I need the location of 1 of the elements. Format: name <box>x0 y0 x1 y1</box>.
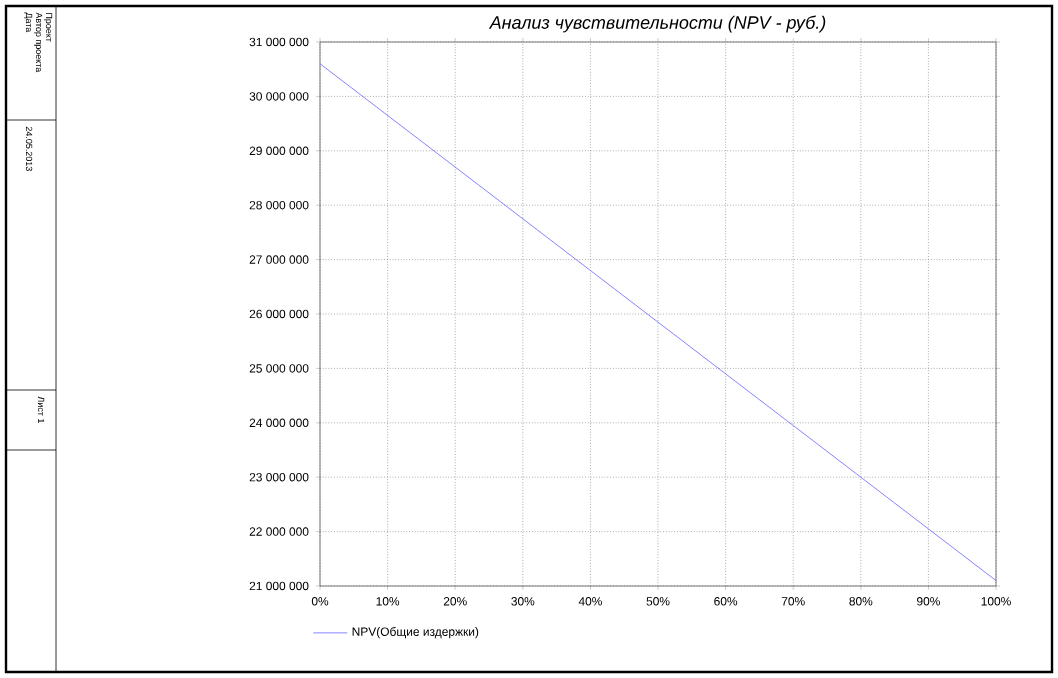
chart-title: Анализ чувствительности (NPV - руб.) <box>488 15 826 33</box>
